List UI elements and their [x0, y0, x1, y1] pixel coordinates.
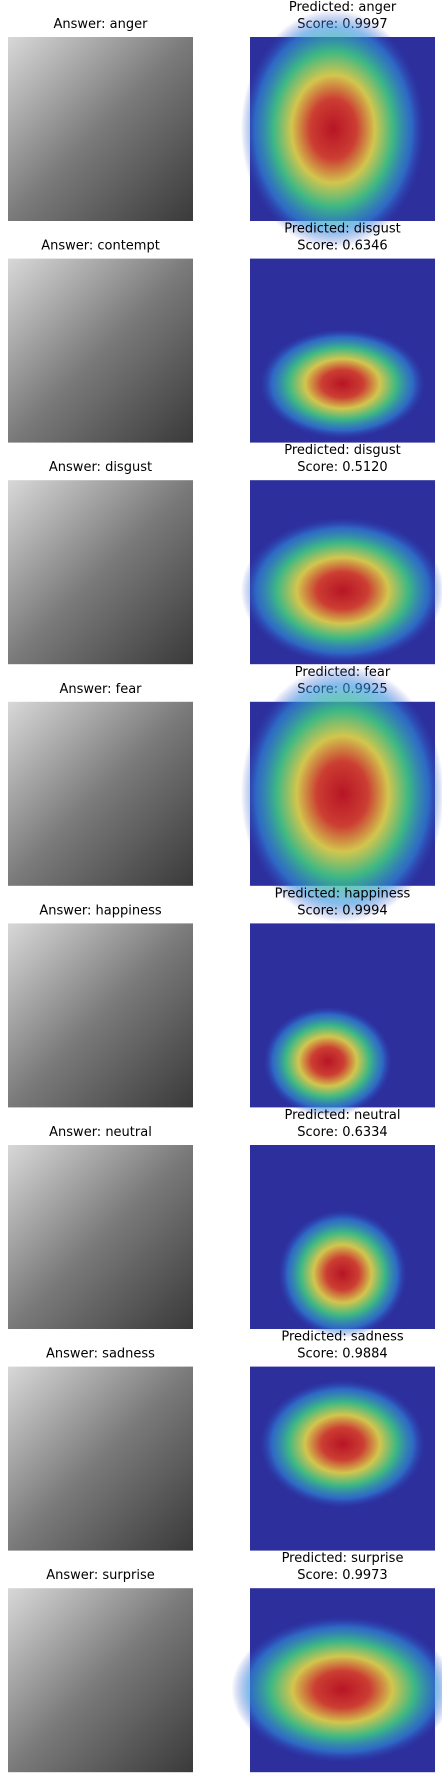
face-image	[8, 1366, 193, 1551]
heatmap-blob	[240, 9, 426, 249]
face-image	[8, 258, 193, 443]
answer-title: Answer: anger	[54, 17, 149, 32]
heatmap-blob	[240, 517, 442, 665]
face-image	[8, 1588, 193, 1773]
face-image	[8, 1145, 193, 1329]
answer-title: Answer: happiness	[39, 903, 161, 918]
answer-title: Answer: disgust	[49, 460, 152, 475]
heatmap-blob	[240, 665, 442, 923]
heatmap-blob	[277, 1209, 408, 1339]
answer-title: Answer: fear	[59, 682, 142, 697]
face-image	[8, 37, 193, 221]
answer-title: Answer: neutral	[49, 1125, 152, 1140]
predicted-title: Predicted: disgust	[284, 443, 401, 458]
score-title: Score: 0.9884	[297, 1347, 387, 1362]
predicted-title: Predicted: anger	[289, 0, 397, 15]
score-title: Score: 0.6346	[297, 239, 387, 254]
face-image	[8, 701, 193, 886]
predicted-title: Predicted: disgust	[284, 222, 401, 237]
score-title: Score: 0.6334	[297, 1125, 387, 1140]
face-image	[8, 480, 193, 665]
predicted-title: Predicted: happiness	[275, 886, 411, 901]
face-image	[8, 923, 193, 1108]
score-title: Score: 0.9994	[297, 903, 387, 918]
predicted-title: Predicted: surprise	[282, 1551, 404, 1566]
heatmap-blob	[259, 1379, 426, 1509]
score-title: Score: 0.5120	[297, 460, 387, 475]
heatmap-blob	[262, 1006, 393, 1117]
heatmap-blob	[231, 1615, 442, 1763]
predicted-title: Predicted: neutral	[284, 1108, 400, 1123]
answer-title: Answer: sadness	[46, 1347, 155, 1362]
predicted-title: Predicted: sadness	[281, 1330, 404, 1345]
score-title: Score: 0.9973	[297, 1568, 387, 1583]
answer-title: Answer: contempt	[41, 239, 160, 254]
answer-title: Answer: surprise	[46, 1568, 155, 1583]
heatmap-blob	[259, 328, 426, 439]
